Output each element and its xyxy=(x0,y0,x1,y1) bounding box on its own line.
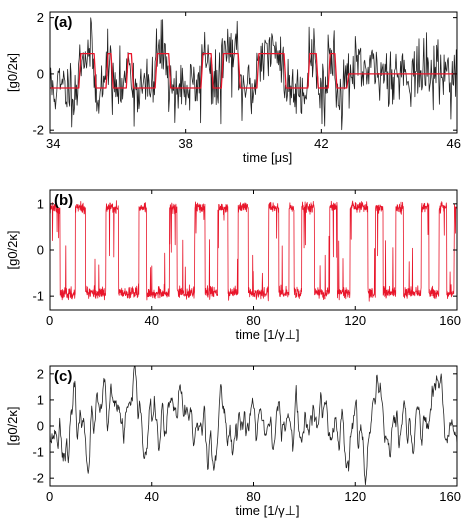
x-tick-label: 80 xyxy=(246,489,260,504)
x-axis-label: time [μs] xyxy=(243,150,292,165)
y-tick-label: 2 xyxy=(37,10,44,25)
series-line-1 xyxy=(50,52,457,89)
plot-area xyxy=(50,366,457,486)
x-tick-label: 160 xyxy=(439,313,461,328)
panel-a: 34 38 42 46 -2 0 2 (a) time [μs] [g0/2κ] xyxy=(5,10,461,165)
y-axis-label: [g0/2κ] xyxy=(5,53,20,92)
x-tick-label: 40 xyxy=(145,313,159,328)
x-tick-label: 38 xyxy=(178,136,192,151)
series-line-0 xyxy=(50,366,457,486)
y-tick-label: 0 xyxy=(37,419,44,434)
panel-label: (b) xyxy=(54,192,73,209)
x-tick-label: 160 xyxy=(439,489,461,504)
panel-label: (a) xyxy=(54,14,72,31)
panel-label: (c) xyxy=(54,368,72,385)
x-axis-label: time [1/γ⊥] xyxy=(235,327,299,342)
x-tick-label: 34 xyxy=(46,136,60,151)
panel-c: 0 40 80 120 160 -2 -1 0 1 2 (c) time [1/γ⊥] [g0/2κ] xyxy=(5,365,461,518)
y-tick-label: -2 xyxy=(32,123,44,138)
axes-frame xyxy=(49,11,458,134)
y-tick-label: 2 xyxy=(37,366,44,381)
x-tick-label: 0 xyxy=(46,489,53,504)
y-axis-label: [g0/2κ] xyxy=(5,406,20,445)
plot-area xyxy=(50,200,457,302)
y-tick-label: 0 xyxy=(37,243,44,258)
y-tick-label: -1 xyxy=(32,445,44,460)
x-tick-label: 40 xyxy=(145,489,159,504)
x-axis-label: time [1/γ⊥] xyxy=(235,503,299,518)
y-axis-label: [g0/2κ] xyxy=(5,230,20,269)
plot-area xyxy=(50,17,457,131)
series-line-0 xyxy=(50,200,457,302)
x-tick-label: 42 xyxy=(314,136,328,151)
x-tick-label: 0 xyxy=(46,313,53,328)
y-tick-label: -2 xyxy=(32,471,44,486)
y-tick-label: 1 xyxy=(37,196,44,211)
y-tick-label: -1 xyxy=(32,289,44,304)
y-tick-label: 0 xyxy=(37,66,44,81)
x-tick-label: 80 xyxy=(246,313,260,328)
panel-b: 0 40 80 120 160-101 (b)time [1/γ⊥][g0/2κ] xyxy=(5,189,461,342)
x-tick-label: 120 xyxy=(344,313,366,328)
x-tick-label: 46 xyxy=(447,136,461,151)
y-tick-label: 1 xyxy=(37,392,44,407)
x-tick-label: 120 xyxy=(344,489,366,504)
